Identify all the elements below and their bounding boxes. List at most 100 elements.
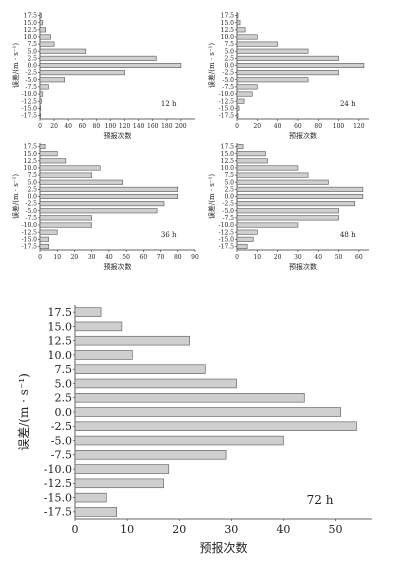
y-axis-label: 误差/(m · s⁻¹) [207,174,216,219]
y-tick-label: 17.5 [48,306,73,319]
y-tick-label: -12.5 [219,98,235,105]
x-tick-label: 20 [274,254,282,261]
bar [74,307,102,317]
bar [39,41,55,47]
y-tick-label: -7.5 [222,84,234,91]
y-tick-label: 5.0 [27,48,37,55]
bar [74,321,123,332]
bar [39,193,179,200]
y-tick-label: 2.5 [55,392,73,405]
bar [236,112,239,118]
x-tick-label: 20 [253,123,261,130]
bar [39,62,182,69]
x-tick-label: 30 [294,254,302,261]
y-tick-label: -2.5 [25,201,37,208]
bar [74,464,170,474]
y-tick-label: -17.5 [22,113,38,120]
bar [39,55,157,61]
y-tick-label: 15.0 [221,151,235,158]
y-tick-label: 17.5 [24,144,38,151]
bar [236,158,268,164]
bar [39,77,65,83]
x-tick-label: 0 [72,523,79,536]
chart-24h: 17.515.012.510.07.55.02.50.0-2.5-5.0-7.5… [207,12,369,140]
y-tick-label: -10.0 [22,222,38,229]
x-tick-label: 120 [353,123,365,130]
x-axis-label: 预报次数 [199,540,247,555]
y-tick-label: -7.5 [222,215,234,222]
chart-72h: 17.515.0 12.510.07.55.0 2.50.0-2.5-5.0 -7.5… [17,305,372,555]
y-tick-label: 10.0 [221,165,235,172]
y-tick-label: 12.5 [221,27,235,34]
x-tick-label: 20 [50,123,58,130]
y-tick-label: 7.5 [55,363,73,376]
y-axis-label: 误差/(m · s⁻¹) [17,373,31,451]
y-tick-label: -15.0 [44,491,72,504]
bar [236,236,254,242]
y-tick-label: 17.5 [221,144,235,151]
x-tick-label: 10 [253,254,261,261]
bar [236,229,258,235]
bar [74,435,284,446]
y-tick-label: -10.0 [219,222,235,229]
bar [236,105,240,111]
bar [39,229,58,235]
panel-annotation: 24 h [340,100,356,108]
bar [39,243,49,249]
bar [74,478,164,489]
x-tick-label: 90 [191,254,199,261]
x-tick-label: 100 [333,123,345,130]
y-tick-label: 15.0 [48,320,73,333]
y-tick-label: -2.5 [222,70,234,77]
y-tick-label: -17.5 [219,113,235,120]
y-tick-label: 0.0 [224,194,234,201]
y-tick-label: -17.5 [22,244,38,251]
x-tick-label: 160 [147,123,159,130]
x-axis-label: 预报次数 [289,131,317,140]
y-tick-label: 15.0 [24,151,38,158]
bar [236,193,364,200]
x-tick-label: 60 [294,123,302,130]
x-tick-label: 10 [120,523,134,536]
y-tick-label: 0.0 [27,194,37,201]
y-tick-label: 2.5 [27,186,37,193]
x-tick-label: 80 [314,123,322,130]
bar [39,151,58,157]
bar [236,55,339,61]
bar [74,450,227,460]
x-tick-label: 80 [174,254,182,261]
y-tick-label: -7.5 [51,449,72,462]
x-tick-label: 50 [122,254,130,261]
y-tick-label: 2.5 [224,186,234,193]
bar [39,20,44,26]
bar [74,407,342,417]
panel-annotation: 36 h [161,231,177,239]
bar [236,27,246,33]
x-tick-label: 20 [71,254,79,261]
x-axis-label: 预报次数 [104,131,132,140]
bar [236,172,309,178]
x-tick-label: 40 [276,523,290,536]
y-tick-label: -12.5 [44,477,72,490]
y-tick-label: 12.5 [48,335,73,348]
x-tick-label: 50 [335,254,343,261]
y-tick-label: -17.5 [44,506,72,519]
panel-annotation: 72 h [307,493,334,507]
y-tick-label: -15.0 [22,105,38,112]
y-tick-label: -5.0 [25,77,37,84]
bar [236,243,248,249]
y-tick-label: 7.5 [224,172,234,179]
bar [236,179,329,185]
y-tick-label: -7.5 [25,84,37,91]
bar [74,421,357,431]
y-tick-label: 0.0 [224,63,234,70]
y-tick-label: -2.5 [25,70,37,77]
y-tick-label: -5.0 [25,208,37,215]
bar [236,13,239,19]
y-axis-label: 误差/(m · s⁻¹) [11,174,20,219]
y-tick-label: -10.0 [219,91,235,98]
y-tick-label: 10.0 [24,165,38,172]
bar [39,91,44,97]
y-tick-label: 2.5 [27,55,37,62]
bar [39,13,42,19]
